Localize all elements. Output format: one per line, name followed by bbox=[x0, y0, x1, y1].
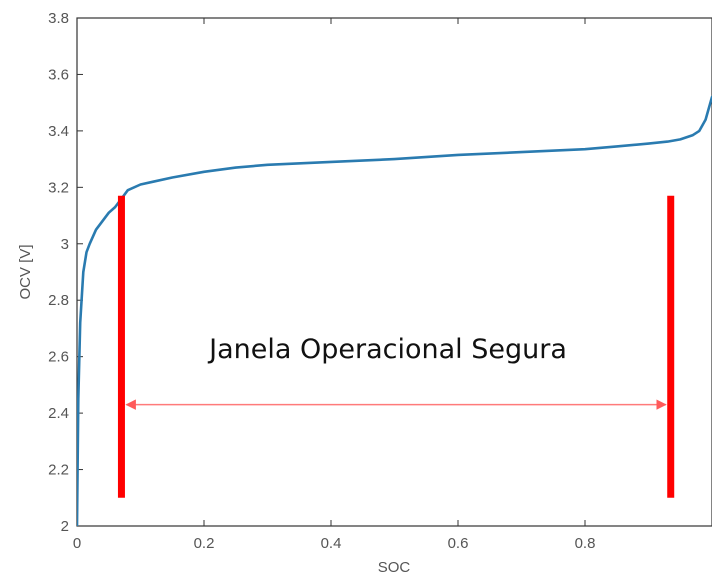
x-tick-label: 0.8 bbox=[575, 535, 596, 552]
curve-layer bbox=[77, 95, 712, 526]
x-tick-label: 0.6 bbox=[448, 535, 469, 552]
annotation-layer bbox=[117, 195, 675, 498]
safe-window-label: Janela Operacional Segura bbox=[207, 334, 567, 365]
plot-axes: 0 0.2 0.4 0.6 0.8 2 2.2 2.4 2.6 2.8 3 3.2 3.4 3.6 3.8 bbox=[48, 10, 712, 552]
x-tick-label: 0.2 bbox=[194, 535, 215, 552]
y-tick-label: 2.6 bbox=[48, 349, 69, 366]
x-tick-label: 0 bbox=[73, 535, 81, 552]
y-tick-label: 3.8 bbox=[48, 10, 69, 27]
y-tick-label: 3.6 bbox=[48, 66, 69, 83]
ocv-curve-line bbox=[77, 95, 712, 526]
y-tick-label: 2.4 bbox=[48, 405, 69, 422]
y-tick-label: 2 bbox=[61, 518, 69, 535]
x-tick-label: 0.4 bbox=[321, 535, 342, 552]
y-tick-label: 2.8 bbox=[48, 292, 69, 309]
y-tick-label: 2.2 bbox=[48, 462, 69, 479]
y-tick-label: 3 bbox=[61, 236, 69, 253]
y-tick-label: 3.4 bbox=[48, 123, 69, 140]
plot-frame bbox=[76, 17, 712, 527]
y-tick-label: 3.2 bbox=[48, 179, 69, 196]
y-axis-label: OCV [V] bbox=[17, 244, 34, 299]
x-axis-label: SOC bbox=[378, 559, 411, 576]
